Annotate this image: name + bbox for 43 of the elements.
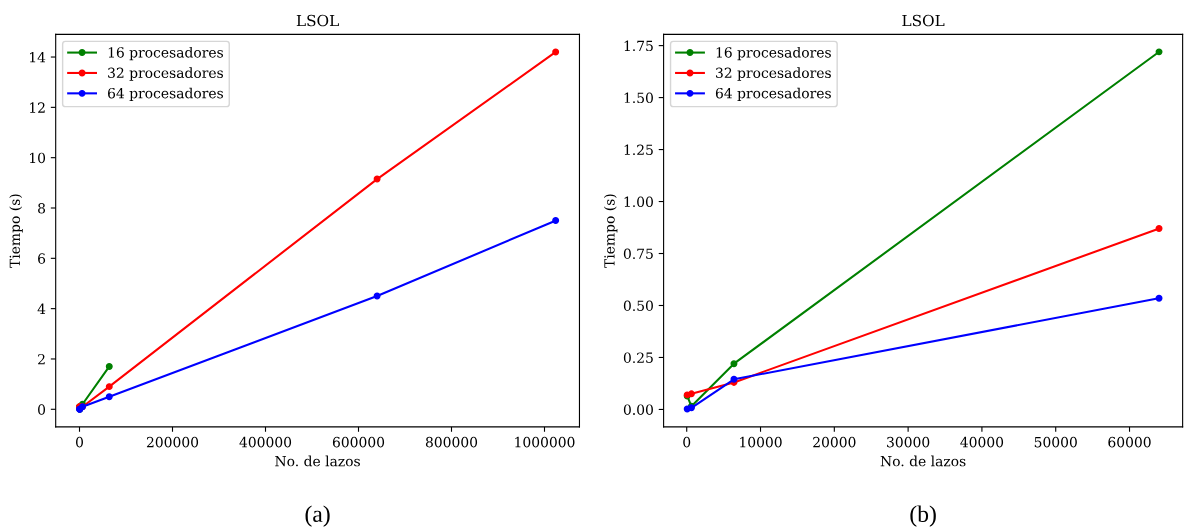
- x-tick-label: 20000: [813, 436, 856, 448]
- chart-title: LSOL: [902, 14, 945, 27]
- y-axis-title: Tiempo (s): [9, 194, 23, 268]
- y-tick-label: 10: [29, 152, 46, 164]
- y-tick-label: 4: [37, 303, 46, 314]
- y-tick-label: 0.25: [623, 352, 653, 363]
- x-tick-label: 400000: [239, 436, 292, 448]
- x-tick-label: 10000: [740, 436, 782, 448]
- chart-title: LSOL: [296, 14, 339, 27]
- y-tick-label: 14: [29, 52, 46, 63]
- x-tick-label: 0: [683, 436, 691, 448]
- x-tick-label: 1000000: [515, 436, 575, 448]
- x-tick-label: 600000: [332, 436, 385, 448]
- x-tick-label: 50000: [1034, 436, 1077, 448]
- y-tick-label: 0.75: [623, 248, 653, 259]
- x-axis-title: No. de lazos: [275, 455, 360, 467]
- y-tick-label: 0.50: [623, 300, 653, 311]
- y-tick-label: 0.00: [623, 404, 653, 415]
- x-tick-label: 60000: [1108, 436, 1151, 448]
- x-tick-label: 40000: [960, 436, 1004, 448]
- x-tick-label: 200000: [146, 436, 199, 448]
- y-tick-label: 1.00: [624, 196, 653, 208]
- y-tick-label: 12: [29, 102, 45, 113]
- y-tick-label: 2: [38, 353, 45, 365]
- text: (a): [305, 505, 330, 527]
- y-tick-label: 6: [38, 253, 46, 264]
- x-tick-label: 0: [76, 436, 83, 448]
- y-tick-label: 8: [38, 202, 46, 214]
- y-tick-label: 1.50: [624, 92, 653, 104]
- x-axis-title: No. de lazos: [880, 455, 966, 467]
- legend-label: 32 procesadores: [716, 67, 831, 81]
- legend-label: 32 procesadores: [108, 67, 223, 81]
- legend-label: 16 procesadores: [108, 46, 223, 61]
- x-tick-label: 30000: [887, 436, 930, 448]
- y-tick-label: 0: [38, 404, 46, 415]
- legend-label: 16 procesadores: [716, 46, 831, 61]
- legend-label: 64 procesadores: [108, 87, 223, 102]
- legend-label: 64 procesadores: [715, 87, 831, 102]
- y-tick-label: 1.75: [624, 40, 653, 52]
- text: (b): [910, 505, 936, 527]
- y-axis-title: Tiempo (s): [603, 194, 618, 268]
- y-tick-label: 1.25: [624, 144, 653, 156]
- x-tick-label: 800000: [425, 436, 478, 448]
